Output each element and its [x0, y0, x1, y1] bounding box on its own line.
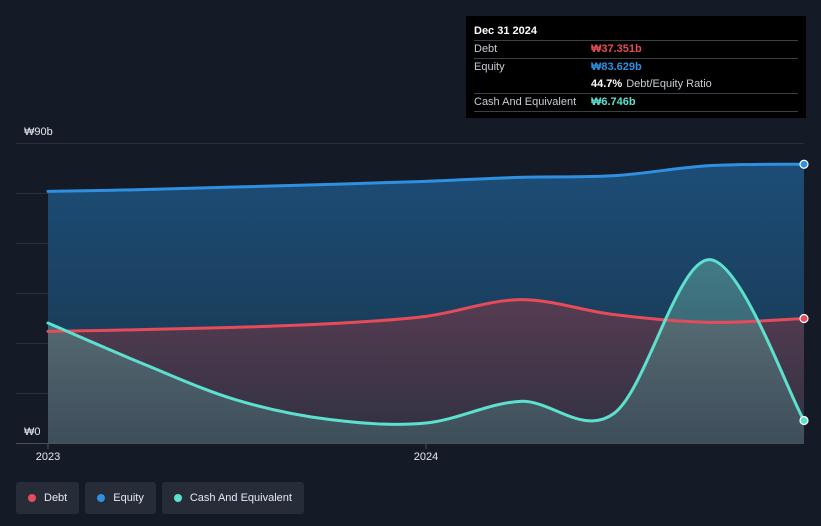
tooltip-debt-label: Debt — [474, 43, 498, 55]
tooltip-debt-value: ₩37.351b — [591, 43, 642, 55]
legend-equity-label: Equity — [113, 492, 144, 504]
tooltip-ratio-label: Debt/Equity Ratio — [626, 78, 712, 90]
tooltip-row-ratio: 44.7% Debt/Equity Ratio — [474, 76, 798, 93]
debt-dot-icon — [28, 494, 36, 502]
tooltip-ratio-value: 44.7% — [591, 78, 623, 90]
tooltip-equity-label: Equity — [474, 61, 505, 73]
debt-line — [46, 298, 806, 333]
legend-debt-label: Debt — [44, 492, 68, 504]
equity-end-marker — [799, 159, 809, 169]
y-tick-label: ₩0 — [24, 426, 41, 438]
y-tick-label: ₩90b — [24, 126, 53, 138]
legend-item-equity[interactable]: Equity — [85, 482, 156, 514]
tooltip-cash-label: Cash And Equivalent — [474, 96, 577, 108]
legend-cash-label: Cash And Equivalent — [189, 492, 292, 504]
cash-and-equivalent-end-marker — [799, 415, 809, 426]
tooltip-date: Dec 31 2024 — [474, 25, 537, 37]
tooltip-row-equity: Equity ₩83.629b — [474, 58, 798, 76]
tooltip-row-cash: Cash And Equivalent ₩6.746b — [474, 93, 798, 112]
series-areas — [48, 164, 804, 443]
axes: ₩90b ₩0 2023 2024 — [24, 126, 438, 463]
cash-and-equivalent-line — [46, 258, 806, 426]
x-tick-label: 2024 — [414, 451, 438, 463]
cash-dot-icon — [173, 494, 182, 502]
legend: Debt Equity Cash And Equivalent — [16, 482, 304, 514]
legend-item-debt[interactable]: Debt — [16, 482, 80, 514]
debt-end-marker — [799, 313, 809, 324]
end-markers — [799, 159, 809, 426]
tooltip-panel: Dec 31 2024 Debt ₩37.351b Equity ₩83.629… — [466, 16, 806, 118]
tooltip-equity-value: ₩83.629b — [591, 61, 642, 73]
tooltip-row-debt: Debt ₩37.351b — [474, 40, 798, 58]
equity-dot-icon — [97, 494, 106, 502]
x-tick-label: 2023 — [36, 451, 60, 463]
series-lines — [46, 162, 806, 426]
tooltip-cash-value: ₩6.746b — [591, 96, 636, 108]
legend-item-cash[interactable]: Cash And Equivalent — [161, 482, 304, 514]
equity-line — [46, 162, 806, 193]
